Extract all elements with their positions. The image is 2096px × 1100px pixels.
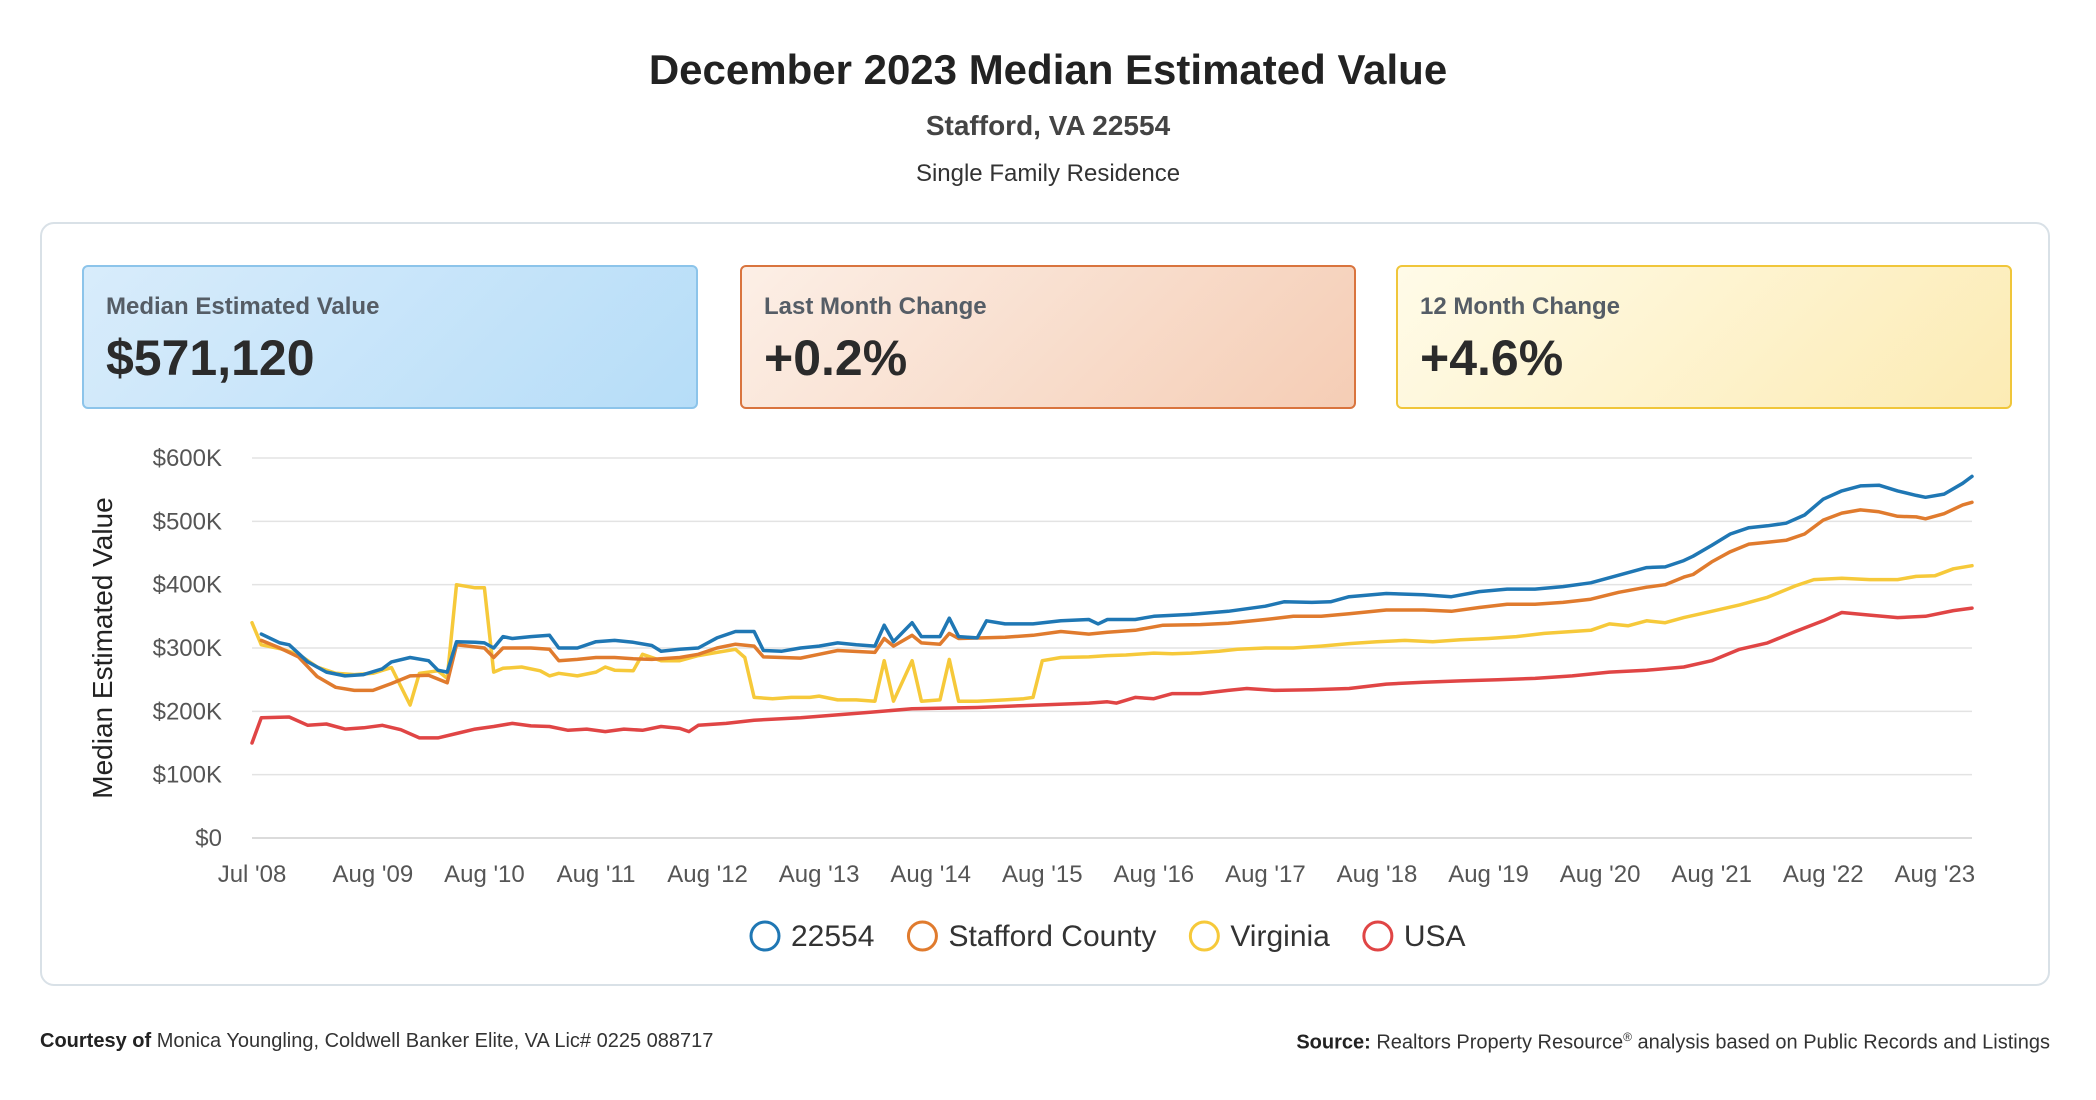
source-text-1: Realtors Property Resource [1376, 1031, 1624, 1054]
median-value-card: Median Estimated Value $571,120 [82, 265, 698, 409]
y-tick-label: $200K [153, 698, 222, 725]
x-tick-label: Aug '12 [667, 861, 748, 888]
legend-item[interactable]: Stafford County [906, 920, 1156, 953]
x-tick-label: Aug '17 [1225, 861, 1306, 888]
y-tick-label: $100K [153, 762, 222, 789]
source-note: Source: Realtors Property Resource® anal… [1296, 1030, 2050, 1055]
last-month-change-card: Last Month Change +0.2% [740, 265, 1356, 409]
source-text-2: analysis based on Public Records and Lis… [1637, 1031, 2050, 1054]
legend-item[interactable]: Virginia [1188, 920, 1330, 953]
y-tick-label: $0 [195, 825, 222, 852]
source-label: Source: [1296, 1031, 1371, 1054]
x-tick-label: Aug '11 [557, 861, 636, 888]
median-value-amount: $571,120 [106, 330, 315, 386]
twelve-month-change-label: 12 Month Change [1420, 293, 1621, 320]
courtesy-note: Courtesy of Monica Youngling, Coldwell B… [40, 1030, 713, 1053]
y-tick-label: $400K [153, 572, 222, 599]
chart-subtitle-location: Stafford, VA 22554 [925, 110, 1171, 141]
median-value-label: Median Estimated Value [106, 293, 380, 320]
legend-marker [906, 920, 938, 952]
x-tick-label: Aug '22 [1783, 861, 1864, 888]
legend-marker [1362, 920, 1394, 952]
x-tick-label: Aug '13 [779, 861, 860, 888]
legend-item[interactable]: USA [1362, 920, 1466, 953]
courtesy-text: Monica Youngling, Coldwell Banker Elite,… [156, 1030, 714, 1052]
legend-label: USA [1404, 920, 1466, 953]
legend-marker [749, 920, 781, 952]
chart-title: December 2023 Median Estimated Value [648, 46, 1448, 93]
x-tick-label: Jul '08 [218, 861, 287, 888]
y-axis-label: Median Estimated Value [87, 497, 118, 798]
y-tick-label: $300K [153, 635, 222, 662]
twelve-month-change-card: 12 Month Change +4.6% [1396, 265, 2012, 409]
series-line [250, 563, 1974, 707]
x-tick-label: Aug '16 [1114, 861, 1195, 888]
y-axis-ticks: $0 $100K $200K $300K $400K $500K $600K [153, 445, 222, 852]
line-chart: $0 $100K $200K $300K $400K $500K $600K Jul '08… [87, 445, 1975, 953]
x-tick-label: Aug '19 [1448, 861, 1529, 888]
last-month-change-value: +0.2% [764, 330, 908, 386]
x-tick-label: Aug '18 [1337, 861, 1418, 888]
chart-subtitle-property-type: Single Family Residence [915, 160, 1181, 187]
legend-label: 22554 [791, 920, 874, 953]
x-tick-label: Aug '09 [333, 861, 414, 888]
legend-item[interactable]: 22554 [749, 920, 874, 953]
courtesy-label: Courtesy of [40, 1030, 152, 1052]
series-lines [250, 474, 1974, 745]
last-month-change-label: Last Month Change [764, 293, 987, 320]
y-tick-label: $600K [153, 445, 222, 472]
x-tick-label: Aug '10 [444, 861, 525, 888]
registered-mark: ® [1623, 1030, 1632, 1044]
x-tick-label: Aug '20 [1560, 861, 1641, 888]
x-tick-label: Aug '14 [890, 861, 971, 888]
x-axis-ticks: Jul '08 Aug '09 Aug '10 Aug '11 Aug '12 Aug '… [218, 861, 1975, 888]
series-line [250, 606, 1974, 745]
x-tick-label: Aug '15 [1002, 861, 1083, 888]
series-line [259, 500, 1974, 693]
x-tick-label: Aug '23 [1894, 861, 1975, 888]
legend: 22554 Stafford County Virginia USA [749, 920, 1466, 953]
legend-label: Stafford County [948, 920, 1156, 953]
twelve-month-change-value: +4.6% [1420, 330, 1564, 386]
legend-marker [1188, 920, 1220, 952]
legend-label: Virginia [1230, 920, 1330, 953]
series-line [259, 474, 1974, 678]
y-tick-label: $500K [153, 508, 222, 535]
x-tick-label: Aug '21 [1671, 861, 1752, 888]
